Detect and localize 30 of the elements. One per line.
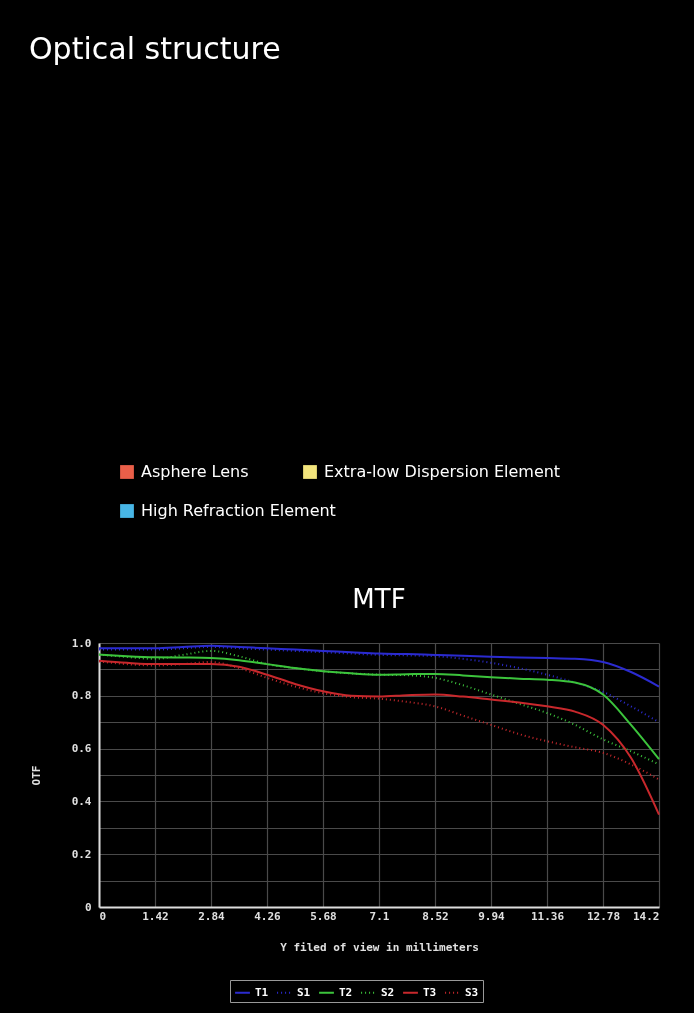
x-tick-label: 1.42: [142, 909, 169, 923]
category-label: High Refraction Element: [141, 501, 336, 520]
y-tick-label: 0.2: [71, 847, 92, 861]
y-tick-label: 0: [84, 900, 92, 914]
legend-label: S1: [297, 985, 311, 999]
y-tick-label: 0.6: [71, 742, 92, 756]
x-axis-title: Y filed of view in millimeters: [280, 940, 479, 954]
legend-label: T2: [339, 985, 353, 999]
x-tick-label: 9.94: [478, 909, 506, 923]
x-tick-label: 4.26: [254, 909, 282, 923]
x-tick-label: 11.36: [530, 909, 565, 923]
legend-label: T1: [255, 985, 269, 999]
y-tick-label: 0.8: [71, 689, 92, 703]
text: Optical structure: [29, 31, 281, 66]
x-tick-label: 7.1: [369, 909, 390, 923]
x-tick-label: 14.2: [633, 909, 660, 923]
y-tick-label: 1.0: [71, 636, 92, 650]
x-tick-label: 8.52: [422, 909, 449, 923]
x-tick-label: 5.68: [310, 909, 337, 923]
x-tick-label: 0: [99, 909, 107, 923]
legend-label: S3: [465, 985, 479, 999]
y-tick-label: 0.4: [71, 794, 92, 808]
legend-label: T3: [423, 985, 437, 999]
x-tick-label: 12.78: [586, 909, 621, 923]
category-label: Asphere Lens: [141, 462, 249, 481]
legend-label: S2: [381, 985, 395, 999]
x-tick-label: 2.84: [198, 909, 226, 923]
category-label: Extra-low Dispersion Element: [324, 462, 561, 481]
chart-title: MTF: [352, 584, 406, 614]
y-axis-title: OTF: [29, 765, 43, 786]
